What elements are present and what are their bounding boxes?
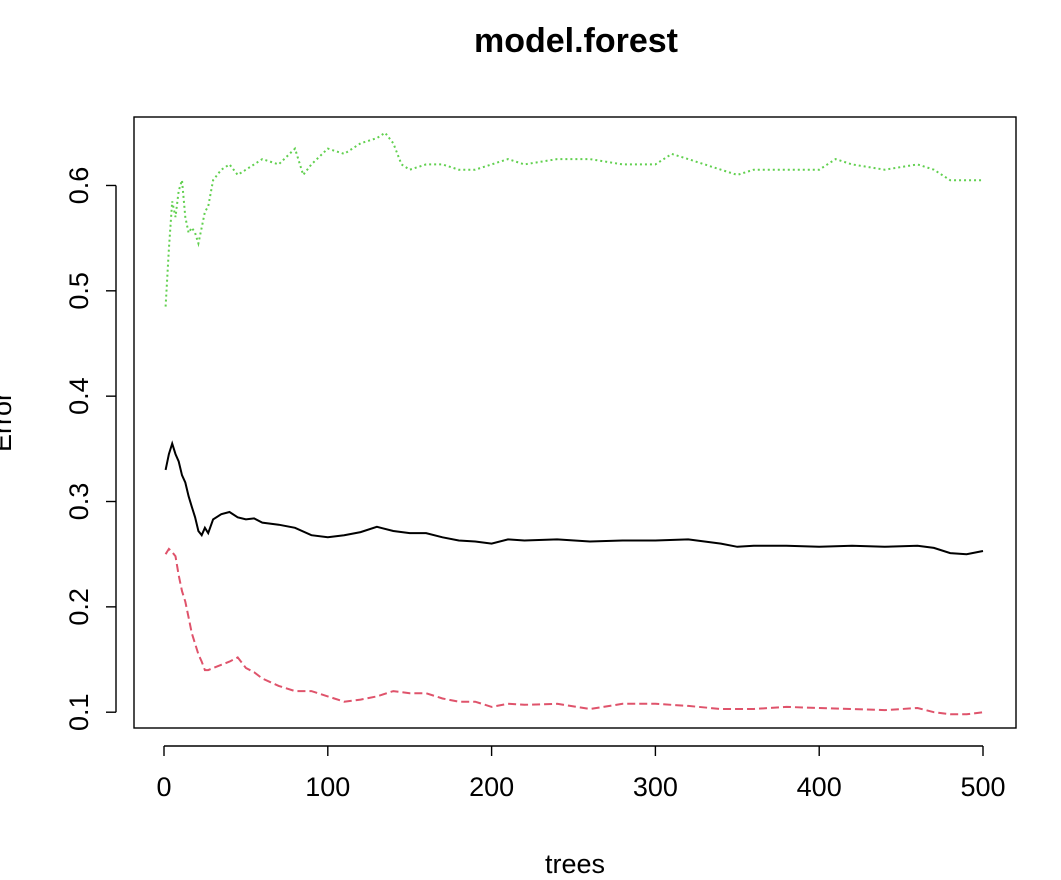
y-axis: 0.1 0.2 0.3 0.4 0.5 0.6 [64,167,117,731]
series-line-3 [164,131,983,307]
y-tick-label-0.6: 0.6 [64,167,94,205]
x-axis: 0 100 200 300 400 500 [156,745,1006,802]
y-tick-label-0.3: 0.3 [64,483,94,521]
y-axis-label: Error [0,392,17,452]
y-tick-label-0.1: 0.1 [64,693,94,731]
x-axis-label: trees [545,849,605,879]
x-tick-label-200: 200 [469,772,514,802]
series-line-2 [164,547,984,716]
x-tick-label-300: 300 [633,772,678,802]
plot-frame [133,116,1017,729]
series-line-1 [164,440,984,556]
x-tick-label-100: 100 [305,772,350,802]
y-tick-label-0.5: 0.5 [64,272,94,310]
x-tick-label-500: 500 [960,772,1005,802]
chart-title: model.forest [474,22,678,60]
y-tick-label-0.2: 0.2 [64,588,94,626]
x-tick-label-0: 0 [156,772,171,802]
x-tick-label-400: 400 [797,772,842,802]
series-layer [164,131,984,716]
y-tick-label-0.4: 0.4 [64,377,94,415]
